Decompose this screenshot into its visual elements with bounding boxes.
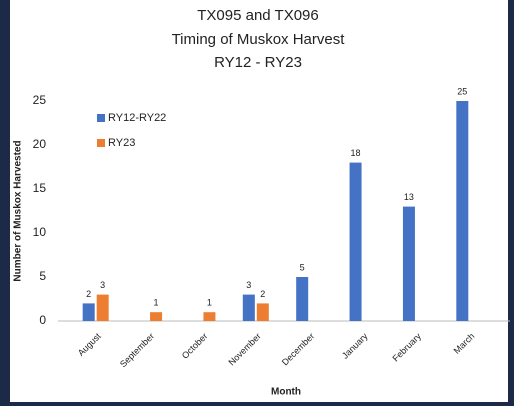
bar — [402, 206, 415, 321]
bar — [242, 294, 255, 321]
bar — [349, 162, 362, 321]
data-label: 3 — [100, 280, 105, 290]
data-label: 3 — [246, 280, 251, 290]
legend-label: RY23 — [108, 137, 135, 149]
x-axis-label: Month — [271, 387, 301, 398]
data-label: 2 — [86, 289, 91, 299]
data-label: 2 — [260, 289, 265, 299]
data-label: 1 — [207, 298, 212, 308]
data-label: 5 — [300, 262, 305, 272]
legend-swatch — [97, 139, 105, 147]
chart-background — [10, 0, 508, 402]
legend-swatch — [97, 114, 105, 122]
bar — [150, 312, 163, 321]
data-label: 1 — [154, 298, 159, 308]
data-label: 13 — [404, 192, 414, 202]
chart-title: Timing of Muskox Harvest — [172, 31, 346, 48]
y-tick-label: 20 — [33, 137, 47, 151]
bar — [82, 303, 95, 321]
data-label: 25 — [457, 86, 467, 96]
bar — [96, 294, 109, 321]
bar — [203, 312, 216, 321]
data-label: 18 — [351, 148, 361, 158]
bar — [256, 303, 269, 321]
y-tick-label: 25 — [33, 93, 47, 107]
y-tick-label: 5 — [39, 269, 46, 283]
y-tick-label: 0 — [39, 313, 46, 327]
chart-title: RY12 - RY23 — [214, 54, 302, 71]
bar — [456, 101, 469, 321]
legend-label: RY12-RY22 — [108, 112, 166, 124]
bar — [296, 277, 309, 321]
y-tick-label: 10 — [33, 225, 47, 239]
y-axis-label: Number of Muskox Harvested — [13, 140, 24, 281]
y-tick-label: 15 — [33, 181, 47, 195]
chart-title: TX095 and TX096 — [197, 7, 318, 24]
